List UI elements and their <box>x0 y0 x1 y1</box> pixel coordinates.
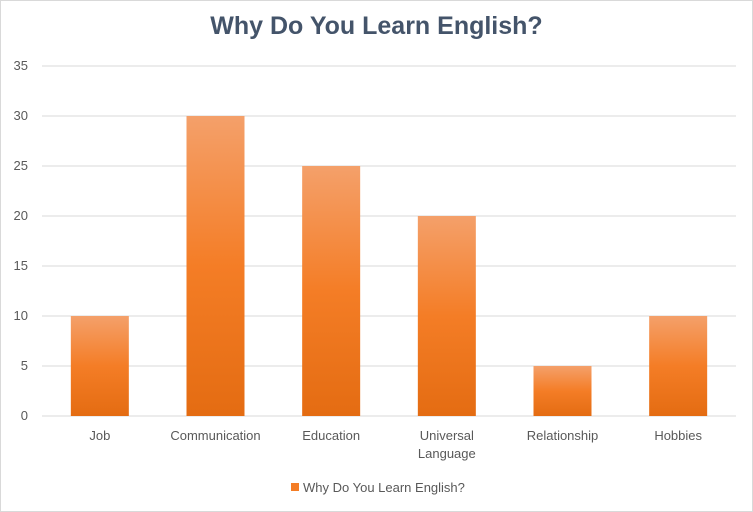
bar <box>186 116 245 416</box>
bar <box>417 216 476 416</box>
x-tick-label: Education <box>302 428 360 443</box>
y-axis-ticks: 0 5 10 15 20 25 30 35 <box>14 58 28 423</box>
y-tick-label: 25 <box>14 158 28 173</box>
x-tick-label: Communication <box>170 428 260 443</box>
y-tick-label: 0 <box>21 408 28 423</box>
legend-label: Why Do You Learn English? <box>303 480 465 495</box>
y-tick-label: 30 <box>14 108 28 123</box>
chart-title: Why Do You Learn English? <box>210 12 543 40</box>
bar <box>533 366 592 416</box>
gridlines <box>42 65 736 417</box>
bar <box>70 316 129 416</box>
y-tick-label: 20 <box>14 208 28 223</box>
y-tick-label: 10 <box>14 308 28 323</box>
legend: Why Do You Learn English? <box>291 480 465 495</box>
y-tick-label: 5 <box>21 358 28 373</box>
x-tick-label: Relationship <box>527 428 599 443</box>
bar <box>649 316 708 416</box>
x-tick-label: Universal <box>420 428 474 443</box>
y-tick-label: 15 <box>14 258 28 273</box>
x-axis-labels: Job Communication Education Universal Langua… <box>89 428 702 461</box>
x-tick-label: Language <box>418 446 476 461</box>
bar <box>302 166 361 416</box>
x-tick-label: Job <box>89 428 110 443</box>
y-tick-label: 35 <box>14 58 28 73</box>
x-tick-label: Hobbies <box>654 428 702 443</box>
bars <box>70 116 708 416</box>
legend-swatch <box>291 483 299 491</box>
